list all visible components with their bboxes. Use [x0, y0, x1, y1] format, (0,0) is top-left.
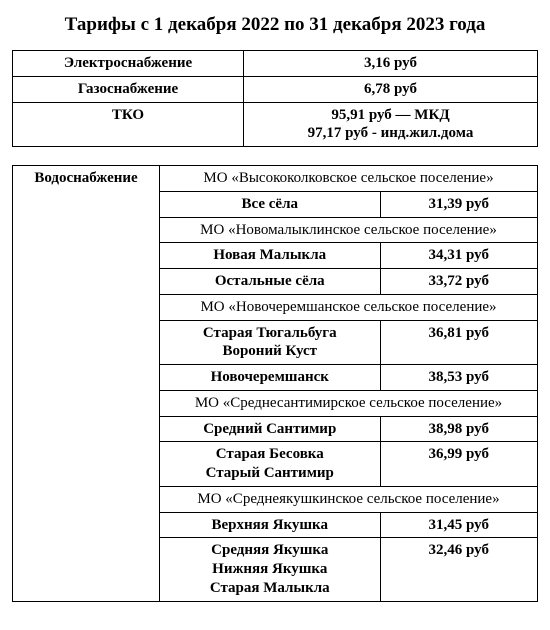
place-name: Средняя ЯкушкаНижняя ЯкушкаСтарая Малыкл…: [160, 538, 381, 601]
utility-value: 6,78 руб: [244, 76, 538, 102]
place-price: 31,45 руб: [380, 512, 538, 538]
page-title: Тарифы с 1 декабря 2022 по 31 декабря 20…: [12, 14, 538, 36]
section-title: МО «Среднесантимирское сельское поселени…: [160, 390, 538, 416]
place-name: Новочеремшанск: [160, 365, 381, 391]
utility-label: Электроснабжение: [13, 51, 244, 77]
place-price: 38,98 руб: [380, 416, 538, 442]
place-price: 33,72 руб: [380, 269, 538, 295]
utility-value: 95,91 руб — МКД97,17 руб - инд.жил.дома: [244, 102, 538, 147]
section-title: МО «Новочеремшанское сельское поселение»: [160, 294, 538, 320]
table-row: Электроснабжение 3,16 руб: [13, 51, 538, 77]
place-price: 34,31 руб: [380, 243, 538, 269]
place-name: Все сёла: [160, 191, 381, 217]
section-title: МО «Среднеякушкинское сельское поселение…: [160, 486, 538, 512]
place-price: 32,46 руб: [380, 538, 538, 601]
place-name: Старая БесовкаСтарый Сантимир: [160, 442, 381, 487]
place-price: 36,81 руб: [380, 320, 538, 365]
water-tariffs-table: Водоснабжение МО «Высококолковское сельс…: [12, 165, 538, 602]
place-price: 31,39 руб: [380, 191, 538, 217]
place-name: Средний Сантимир: [160, 416, 381, 442]
tariffs-top-table: Электроснабжение 3,16 руб Газоснабжение …: [12, 50, 538, 147]
water-header: Водоснабжение: [13, 166, 160, 602]
utility-label: Газоснабжение: [13, 76, 244, 102]
section-title: МО «Новомалыклинское сельское поселение»: [160, 217, 538, 243]
table-row: Водоснабжение МО «Высококолковское сельс…: [13, 166, 538, 192]
place-price: 38,53 руб: [380, 365, 538, 391]
table-row: Газоснабжение 6,78 руб: [13, 76, 538, 102]
place-price: 36,99 руб: [380, 442, 538, 487]
place-name: Верхняя Якушка: [160, 512, 381, 538]
section-title: МО «Высококолковское сельское поселение»: [160, 166, 538, 192]
utility-value: 3,16 руб: [244, 51, 538, 77]
utility-label: ТКО: [13, 102, 244, 147]
table-row: ТКО 95,91 руб — МКД97,17 руб - инд.жил.д…: [13, 102, 538, 147]
place-name: Остальные сёла: [160, 269, 381, 295]
place-name: Старая ТюгальбугаВороний Куст: [160, 320, 381, 365]
place-name: Новая Малыкла: [160, 243, 381, 269]
